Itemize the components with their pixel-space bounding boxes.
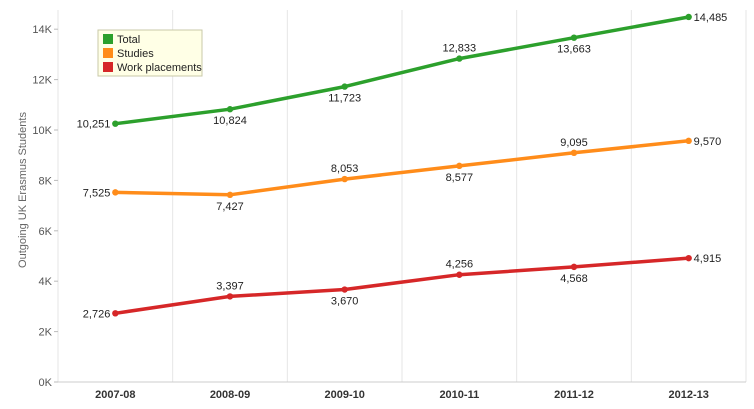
x-category-label: 2012-13: [668, 389, 708, 401]
data-label: 4,568: [560, 273, 588, 285]
x-category-label: 2008-09: [210, 389, 250, 401]
series-line-studies: [113, 139, 691, 197]
legend-swatch: [103, 34, 113, 44]
series-line-work-placements: [113, 256, 691, 316]
series-lines: [112, 13, 692, 317]
data-label: 11,723: [328, 93, 361, 105]
data-label: 7,427: [216, 201, 244, 213]
legend-entry: Work placements: [117, 62, 202, 74]
data-point: [341, 286, 348, 293]
data-label: 14,485: [694, 12, 728, 24]
data-point: [112, 120, 119, 127]
x-category-label: 2009-10: [324, 389, 364, 401]
y-axis: 0K 2K 4K 6K 8K 10K 12K 14K: [32, 24, 58, 389]
legend-entry: Total: [117, 34, 140, 46]
y-axis-title: Outgoing UK Erasmus Students: [17, 112, 29, 268]
x-axis: 2007-08 2008-09 2009-10 2010-11 2011-12 2012-…: [95, 389, 709, 401]
data-label: 9,095: [560, 137, 588, 149]
data-point: [112, 310, 119, 317]
data-point: [570, 263, 578, 271]
data-point: [226, 293, 234, 300]
data-point: [341, 175, 348, 183]
x-category-label: 2011-12: [554, 389, 594, 401]
data-label: 3,670: [331, 296, 359, 308]
x-category-label: 2007-08: [95, 389, 135, 401]
data-label: 2,726: [83, 308, 111, 320]
data-point: [226, 191, 234, 199]
data-label: 3,397: [216, 280, 244, 292]
legend-entry: Studies: [117, 48, 154, 60]
y-tick-label: 4K: [39, 276, 53, 288]
data-label: 8,053: [331, 163, 359, 175]
legend-box: [97, 29, 203, 77]
y-tick-label: 12K: [32, 75, 52, 87]
data-labels: 10,251 10,824 11,723 12,833 13,663 14,485 7,52…: [77, 12, 728, 320]
data-point: [685, 13, 692, 21]
data-point: [226, 106, 234, 113]
data-label: 9,570: [694, 136, 722, 148]
y-tick-label: 6K: [39, 226, 53, 238]
y-tick-label: 10K: [32, 125, 52, 137]
data-point: [570, 149, 578, 157]
y-tick-label: 2K: [39, 327, 53, 339]
data-point: [456, 55, 463, 62]
data-label: 12,833: [443, 43, 477, 55]
y-tick-label: 0K: [39, 377, 53, 389]
data-point: [570, 34, 578, 41]
legend-swatch: [103, 62, 113, 72]
data-point: [456, 271, 463, 278]
y-tick-label: 14K: [32, 24, 52, 36]
data-label: 8,577: [446, 172, 474, 184]
y-tick-label: 8K: [39, 175, 53, 187]
data-label: 4,915: [694, 253, 722, 265]
data-point: [341, 83, 348, 90]
legend-swatch: [103, 48, 113, 58]
x-category-label: 2010-11: [439, 389, 479, 401]
data-point: [112, 189, 119, 196]
data-point: [685, 137, 692, 145]
data-label: 10,824: [213, 115, 247, 127]
legend: Total Studies Work placements: [97, 29, 203, 77]
data-label: 13,663: [557, 44, 591, 56]
data-label: 4,256: [446, 259, 474, 271]
data-label: 7,525: [83, 187, 111, 199]
data-point: [456, 162, 463, 170]
data-point: [685, 254, 692, 262]
data-label: 10,251: [77, 119, 111, 131]
series-line-total: [113, 15, 691, 126]
